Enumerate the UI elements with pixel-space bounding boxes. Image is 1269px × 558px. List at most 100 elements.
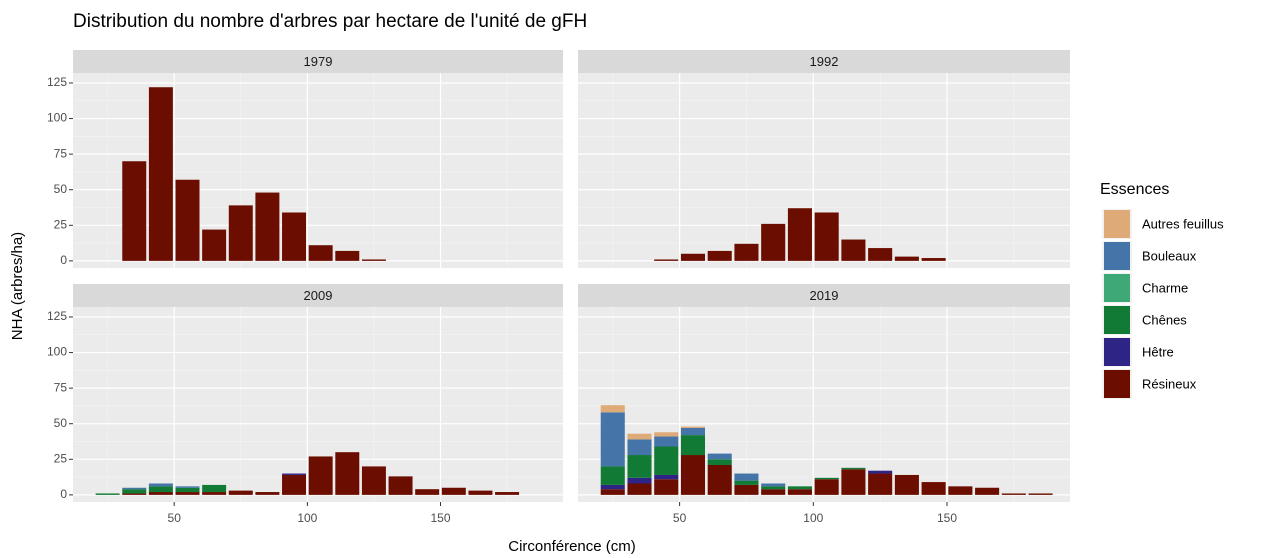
bar-segment — [282, 473, 307, 475]
bar-segment — [814, 212, 839, 261]
bar-segment — [680, 426, 706, 428]
bar-segment — [495, 492, 520, 495]
y-tick-label: 75 — [54, 146, 68, 160]
bar-segment — [361, 259, 386, 261]
bar-segment — [761, 483, 786, 487]
bar-segment — [122, 161, 147, 261]
bar-segment — [627, 439, 652, 456]
bar-segment — [175, 486, 200, 488]
bar-segment — [787, 208, 812, 261]
bar-segment — [680, 253, 706, 261]
bar-segment — [202, 484, 227, 493]
bar-segment — [787, 486, 812, 490]
bar-segment — [868, 473, 893, 495]
bar-segment — [707, 453, 732, 460]
y-tick-label: 50 — [54, 416, 68, 430]
bar-segment — [600, 489, 625, 495]
bar-segment — [600, 405, 625, 413]
bar-segment — [282, 212, 307, 261]
x-tick-label: 100 — [803, 511, 823, 525]
bar-segment — [707, 459, 732, 465]
y-tick-label: 25 — [54, 217, 68, 231]
strip-label: 2019 — [810, 288, 839, 303]
strip-label: 1979 — [304, 54, 333, 69]
bar-segment — [335, 452, 360, 495]
legend-label: Résineux — [1142, 376, 1197, 391]
bar-segment — [441, 487, 466, 495]
bar-segment — [228, 205, 253, 261]
bar-segment — [122, 493, 147, 495]
bar-segment — [894, 474, 919, 495]
bar-segment — [202, 492, 227, 495]
legend-label: Bouleaux — [1142, 248, 1197, 263]
y-tick-label: 50 — [54, 182, 68, 196]
bar-segment — [787, 489, 812, 495]
legend-title: Essences — [1100, 181, 1169, 198]
x-tick-label: 50 — [168, 511, 182, 525]
bar-segment — [680, 455, 706, 495]
bar-segment — [761, 223, 786, 261]
legend-label: Charme — [1142, 280, 1188, 295]
legend-swatch — [1104, 338, 1130, 366]
bar-segment — [654, 259, 679, 261]
bar-segment — [761, 489, 786, 495]
bar-segment — [122, 489, 147, 494]
bar-segment — [600, 466, 625, 485]
bar-segment — [335, 250, 360, 261]
x-axis-label: Circonférence (cm) — [508, 538, 636, 555]
y-tick-label: 75 — [54, 380, 68, 394]
legend-label: Autres feuillus — [1142, 216, 1224, 231]
y-tick-label: 0 — [60, 253, 67, 267]
bar-segment — [654, 436, 679, 447]
legend-swatch — [1104, 274, 1130, 302]
legend-swatch — [1104, 242, 1130, 270]
bar-segment — [388, 476, 413, 495]
bar-segment — [148, 486, 173, 493]
bar-segment — [627, 433, 652, 440]
panel-background — [73, 73, 563, 268]
bar-segment — [841, 239, 866, 261]
y-axis-label: NHA (arbres/ha) — [9, 232, 26, 340]
bar-segment — [734, 243, 759, 261]
y-tick-label: 0 — [60, 487, 67, 501]
bar-segment — [948, 486, 973, 495]
bar-segment — [202, 229, 227, 261]
bar-segment — [1028, 493, 1053, 495]
bar-segment — [600, 412, 625, 467]
bar-segment — [814, 479, 839, 495]
bar-segment — [308, 456, 333, 495]
bar-segment — [734, 480, 759, 485]
bar-segment — [255, 492, 280, 495]
bar-segment — [654, 479, 679, 495]
bar-segment — [921, 482, 946, 495]
x-tick-label: 100 — [297, 511, 317, 525]
x-tick-label: 50 — [673, 511, 687, 525]
bar-segment — [175, 487, 200, 493]
bar-segment — [1001, 493, 1026, 495]
bar-segment — [175, 179, 200, 261]
bar-segment — [975, 487, 1000, 495]
bar-segment — [654, 432, 679, 437]
bar-segment — [627, 483, 652, 495]
y-tick-label: 100 — [47, 345, 67, 359]
bar-segment — [282, 474, 307, 495]
bar-segment — [654, 474, 679, 480]
bar-segment — [734, 473, 759, 481]
bar-segment — [361, 466, 386, 495]
bar-segment — [627, 477, 652, 484]
legend-swatch — [1104, 370, 1130, 398]
x-tick-label: 150 — [937, 511, 957, 525]
bar-segment — [814, 477, 839, 480]
chart-title: Distribution du nombre d'arbres par hect… — [73, 11, 587, 32]
bar-segment — [468, 490, 493, 495]
bar-segment — [680, 427, 706, 436]
panel-background — [578, 307, 1070, 502]
bar-segment — [868, 470, 893, 474]
y-tick-label: 125 — [47, 75, 67, 89]
bar-segment — [868, 248, 893, 261]
bar-segment — [148, 483, 173, 487]
strip — [578, 50, 1070, 73]
bar-segment — [308, 245, 333, 261]
y-tick-label: 100 — [47, 111, 67, 125]
bar-segment — [921, 258, 946, 261]
